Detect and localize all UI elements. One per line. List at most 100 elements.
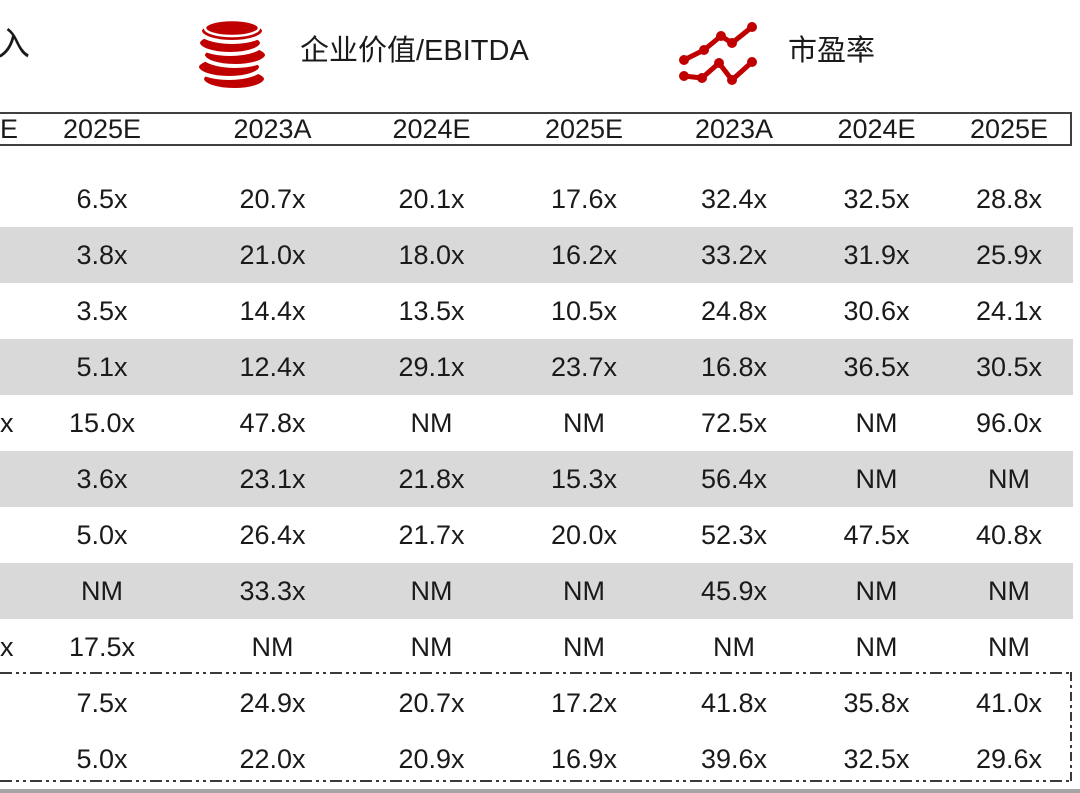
table-cell: 29.6x (975, 743, 1043, 774)
table-cell: 14.4x (239, 295, 306, 326)
table-cell: NM (251, 631, 294, 662)
summary-table-row: 5.0x 22.0x 20.9x 16.9x 39.6x 32.5x 29.6x (0, 731, 1073, 787)
summary-box-border-bottom (0, 780, 1073, 782)
table-cell: 18.0x (398, 239, 465, 270)
table-cell: NM (563, 631, 605, 662)
legend-label-ev-ebitda: 企业价值/EBITDA (300, 35, 529, 67)
column-header: 2024E (392, 113, 471, 144)
table-row: x 17.5x NM NM NM NM NM NM (0, 619, 1073, 675)
table-cell: 23.1x (239, 463, 306, 494)
table-cell: 31.9x (843, 239, 910, 270)
table-cell: 20.9x (398, 743, 465, 774)
table-cell: 3.6x (76, 463, 128, 494)
table-cell: NM (988, 575, 1030, 606)
table-cell: 20.0x (550, 519, 618, 550)
table-cell: 23.7x (550, 351, 618, 382)
table-cell: 33.3x (239, 575, 306, 606)
column-header: 2023A (233, 113, 312, 144)
table-cell: 13.5x (398, 295, 465, 326)
table-cell: 26.4x (239, 519, 306, 550)
table-cell: NM (855, 463, 898, 494)
table-cell: 7.5x (76, 687, 128, 718)
table-cell: NM (988, 631, 1030, 662)
table-cell: 17.5x (68, 631, 136, 662)
table-row: 3.8x 21.0x 18.0x 16.2x 33.2x 31.9x 25.9x (0, 227, 1073, 283)
table-cell: 21.8x (398, 463, 465, 494)
table-cell: 24.1x (975, 295, 1043, 326)
column-header: 2025E (969, 113, 1049, 144)
table-cell: 6.5x (76, 183, 128, 214)
table-cell: 56.4x (700, 463, 768, 494)
table-cell: 22.0x (239, 743, 306, 774)
table-cell: 16.9x (550, 743, 618, 774)
table-body: 6.5x 20.7x 20.1x 17.6x 32.4x 32.5x 28.8x 3.8x 21… (0, 171, 1073, 787)
table-cell: 24.9x (239, 687, 306, 718)
summary-box-border-right (1070, 672, 1072, 782)
table-cell: 17.6x (550, 183, 618, 214)
table-cell: 47.8x (239, 407, 306, 438)
table-cell: NM (855, 631, 898, 662)
table-cell: 25.9x (975, 239, 1043, 270)
legend-label-pe-ratio: 市盈率 (788, 35, 876, 67)
table-cell: 17.2x (550, 687, 618, 718)
table-row: 6.5x 20.7x 20.1x 17.6x 32.4x 32.5x 28.8x (0, 171, 1073, 227)
table-cell: NM (410, 407, 453, 438)
table-cell: 30.5x (975, 351, 1043, 382)
coins-icon (193, 12, 271, 94)
table-row: 5.0x 26.4x 21.7x 20.0x 52.3x 47.5x 40.8x (0, 507, 1073, 563)
table-cell: 12.4x (239, 351, 306, 382)
table-cell: 16.8x (700, 351, 768, 382)
table-row: x 15.0x 47.8x NM NM 72.5x NM 96.0x (0, 395, 1073, 451)
table-cell: NM (855, 575, 898, 606)
table-cell: 41.0x (975, 687, 1043, 718)
table-cell: 32.4x (700, 183, 768, 214)
table-row: NM 33.3x NM NM 45.9x NM NM (0, 563, 1073, 619)
table-cell: 5.1x (76, 351, 128, 382)
column-header: 2025E (544, 113, 624, 144)
table-cell: 40.8x (975, 519, 1043, 550)
table-cell: 72.5x (700, 407, 768, 438)
table-cell: 5.0x (76, 743, 128, 774)
table-cell: NM (410, 631, 453, 662)
table-cell: 16.2x (550, 239, 618, 270)
partial-label-revenue: 入 (0, 25, 30, 62)
table-cell: 15.3x (550, 463, 618, 494)
table-cell: NM (563, 575, 605, 606)
table-header-row: E 2025E 2023A 2024E 2025E 2023A 2024E 2025E (0, 112, 1072, 146)
table-cell: 3.5x (76, 295, 128, 326)
table-cell: NM (563, 407, 605, 438)
table-cell: 41.8x (700, 687, 768, 718)
table-cell: 32.5x (843, 183, 910, 214)
table-cell: 5.0x (76, 519, 128, 550)
table-cell: 20.1x (398, 183, 465, 214)
bottom-divider-bar (0, 789, 1080, 793)
column-header: 2023A (694, 113, 774, 144)
table-cell: 30.6x (843, 295, 910, 326)
table-cell: 52.3x (700, 519, 768, 550)
table-cell: 20.7x (239, 183, 306, 214)
table-cell: 21.7x (398, 519, 465, 550)
table-cell: 29.1x (398, 351, 465, 382)
table-cell: 15.0x (68, 407, 136, 438)
table-cell: 28.8x (975, 183, 1043, 214)
table-cell: 32.5x (843, 743, 910, 774)
summary-box-border-top (0, 672, 1073, 674)
table-row: 3.6x 23.1x 21.8x 15.3x 56.4x NM NM (0, 451, 1073, 507)
table-row: 3.5x 14.4x 13.5x 10.5x 24.8x 30.6x 24.1x (0, 283, 1073, 339)
table-cell-partial: x (0, 407, 14, 438)
table-row: 5.1x 12.4x 29.1x 23.7x 16.8x 36.5x 30.5x (0, 339, 1073, 395)
table-cell: 21.0x (239, 239, 306, 270)
table-cell: 39.6x (700, 743, 768, 774)
table-cell: NM (988, 463, 1030, 494)
table-cell: NM (410, 575, 453, 606)
table-cell: NM (855, 407, 898, 438)
table-cell: 45.9x (700, 575, 768, 606)
table-cell: NM (713, 631, 755, 662)
table-cell: 36.5x (843, 351, 910, 382)
table-cell: 10.5x (550, 295, 618, 326)
column-header-partial: E (0, 113, 19, 144)
table-cell: 33.2x (700, 239, 768, 270)
table-cell-partial: x (0, 631, 14, 662)
table-cell: 35.8x (843, 687, 910, 718)
